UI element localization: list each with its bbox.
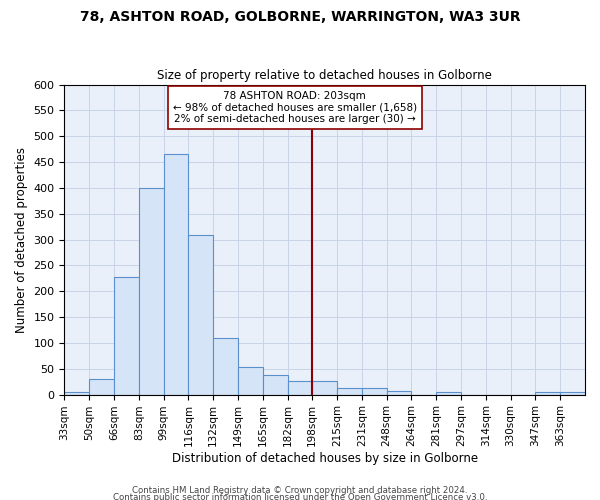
Text: 78, ASHTON ROAD, GOLBORNE, WARRINGTON, WA3 3UR: 78, ASHTON ROAD, GOLBORNE, WARRINGTON, W… — [80, 10, 520, 24]
Bar — [436, 392, 461, 394]
Bar — [313, 380, 337, 394]
Bar — [362, 388, 386, 394]
Bar — [213, 338, 238, 394]
Text: Contains HM Land Registry data © Crown copyright and database right 2024.: Contains HM Land Registry data © Crown c… — [132, 486, 468, 495]
Bar — [188, 236, 213, 394]
Text: Contains public sector information licensed under the Open Government Licence v3: Contains public sector information licen… — [113, 494, 487, 500]
Y-axis label: Number of detached properties: Number of detached properties — [15, 146, 28, 332]
Bar — [164, 154, 188, 394]
Bar — [287, 380, 313, 394]
Bar — [89, 379, 114, 394]
Text: 78 ASHTON ROAD: 203sqm
← 98% of detached houses are smaller (1,658)
2% of semi-d: 78 ASHTON ROAD: 203sqm ← 98% of detached… — [173, 91, 417, 124]
Bar — [139, 188, 164, 394]
Bar — [238, 367, 263, 394]
X-axis label: Distribution of detached houses by size in Golborne: Distribution of detached houses by size … — [172, 452, 478, 465]
Bar — [337, 388, 362, 394]
Bar — [64, 392, 89, 394]
Bar — [114, 277, 139, 394]
Bar — [263, 375, 287, 394]
Bar — [386, 391, 412, 394]
Title: Size of property relative to detached houses in Golborne: Size of property relative to detached ho… — [157, 69, 492, 82]
Bar — [560, 392, 585, 394]
Bar — [535, 392, 560, 394]
